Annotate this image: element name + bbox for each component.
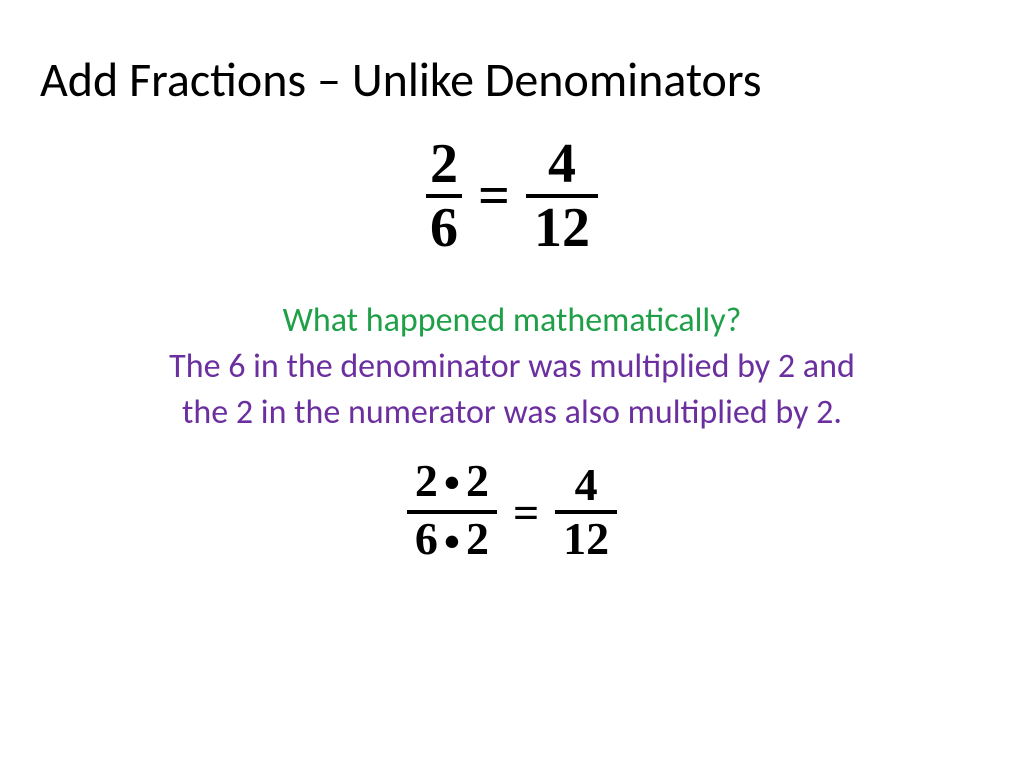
fraction-left-expanded: 2•2 6•2 xyxy=(407,456,497,569)
equation-expanded: 2•2 6•2 = 4 12 xyxy=(40,456,984,569)
equals-sign: = xyxy=(513,486,539,539)
factor-b: 2 xyxy=(466,513,489,564)
dot-operator: • xyxy=(444,519,460,565)
answer-line-1: The 6 in the denominator was multiplied … xyxy=(40,344,984,390)
fraction-left: 2 6 xyxy=(426,134,462,258)
explanation-block: What happened mathematically? The 6 in t… xyxy=(40,298,984,436)
factor-a: 6 xyxy=(415,513,438,564)
question-text: What happened mathematically? xyxy=(40,298,984,344)
numerator: 4 xyxy=(540,134,584,194)
denominator: 12 xyxy=(526,198,598,258)
numerator: 4 xyxy=(567,460,606,510)
numerator: 2 xyxy=(426,134,462,194)
equation-simple: 2 6 = 4 12 xyxy=(40,134,984,258)
factor-b: 2 xyxy=(466,455,489,506)
equals-sign: = xyxy=(478,164,510,228)
answer-line-2: the 2 in the numerator was also multipli… xyxy=(40,390,984,436)
slide-content: Add Fractions – Unlike Denominators 2 6 … xyxy=(0,0,1024,609)
denominator-product: 6•2 xyxy=(407,514,497,568)
fraction-right: 4 12 xyxy=(555,460,617,564)
fraction-right: 4 12 xyxy=(526,134,598,258)
dot-operator: • xyxy=(444,460,460,506)
factor-a: 2 xyxy=(415,455,438,506)
denominator: 12 xyxy=(555,514,617,564)
slide-title: Add Fractions – Unlike Denominators xyxy=(40,50,984,109)
denominator: 6 xyxy=(426,198,462,258)
numerator-product: 2•2 xyxy=(407,456,497,510)
